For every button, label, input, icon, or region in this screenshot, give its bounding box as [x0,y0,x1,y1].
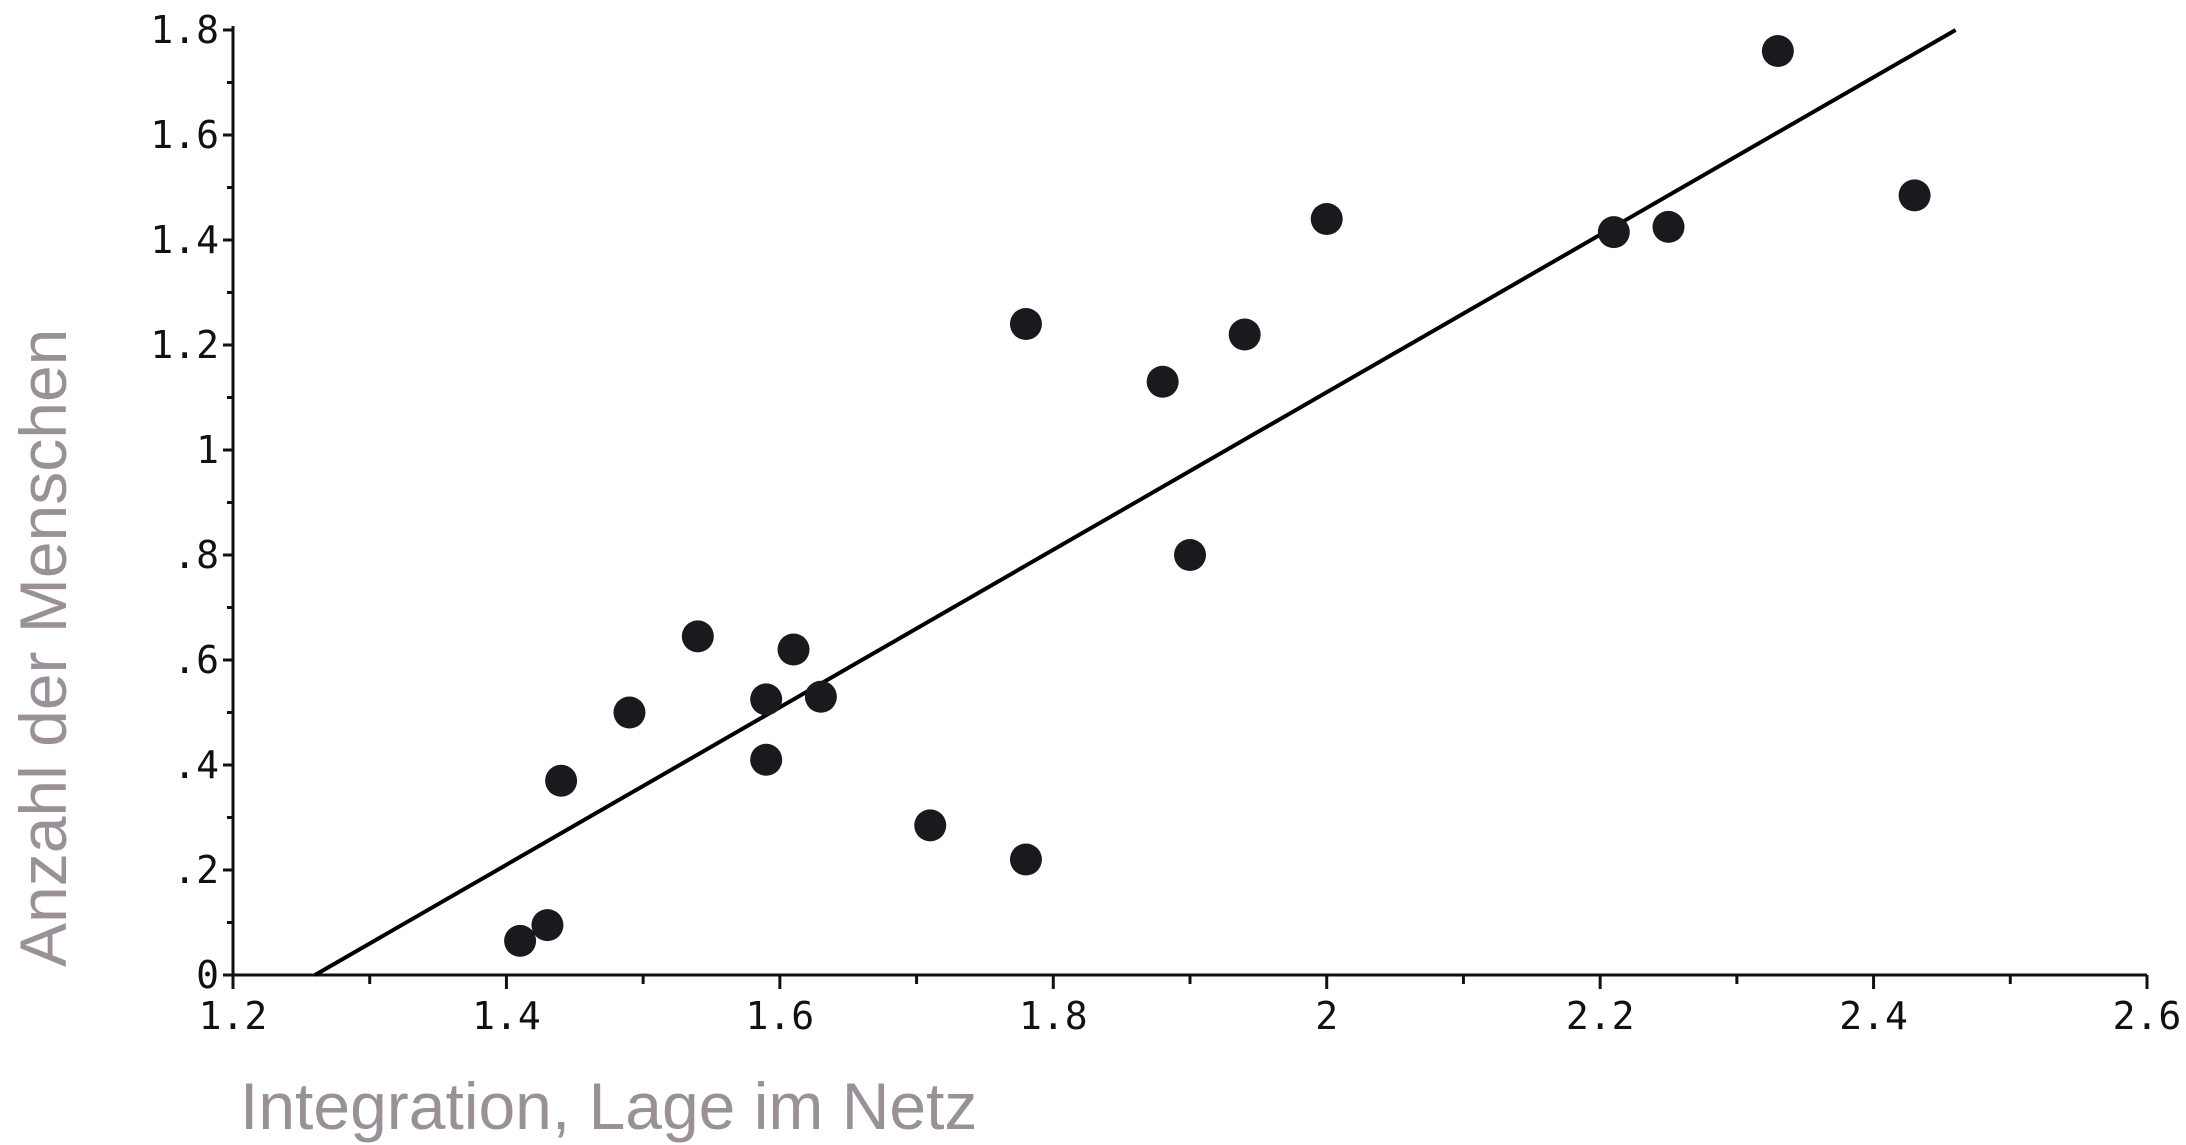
data-point [1597,216,1630,249]
x-tick-label: 1.8 [1019,994,1088,1038]
x-tick-label: 2.2 [1566,994,1635,1038]
y-tick-label: .2 [173,848,219,892]
data-point [531,909,564,942]
x-tick-label: 1.4 [472,994,541,1038]
y-axis-title: Anzahl der Menschen [6,329,80,967]
regression-line [314,28,1957,977]
data-point [1174,539,1206,571]
data-point [613,696,646,729]
data-point [1761,35,1794,67]
data-points [504,35,1931,957]
data-point [914,809,947,842]
data-point [681,620,714,653]
y-tick-label: 1 [196,428,219,472]
data-point [804,680,837,713]
data-point [1228,318,1261,351]
data-point [777,633,810,666]
x-axis-title: Integration, Lage im Netz [240,1069,977,1143]
data-point [504,924,537,957]
data-point [750,683,783,716]
y-tick-label: 1.2 [150,323,219,367]
data-point [545,764,578,797]
data-point [750,743,783,776]
y-axis-ticks: 0 .2 .4 .6 .8 1 1.2 1.4 1.6 1.8 [150,8,233,997]
y-tick-label: .8 [173,533,219,577]
y-tick-label: .4 [173,743,219,787]
x-tick-label: 2 [1315,994,1338,1038]
data-point [1009,308,1042,340]
data-point [1652,210,1685,243]
data-point [1898,179,1931,212]
y-tick-label: 1.4 [150,218,219,262]
data-point [1146,365,1179,398]
y-tick-label: 0 [196,953,219,997]
x-tick-label: 1.2 [199,994,268,1038]
axes [231,26,2147,977]
y-tick-label: 1.6 [150,113,219,157]
y-tick-label: .6 [173,638,219,682]
x-axis-ticks: 1.2 1.4 1.6 1.8 2 2.2 2.4 2.6 [199,975,2182,1038]
x-tick-label: 2.4 [1839,994,1908,1038]
data-point [1310,203,1343,235]
x-tick-label: 1.6 [746,994,815,1038]
x-tick-label: 2.6 [2113,994,2182,1038]
data-point [1009,843,1042,876]
y-tick-label: 1.8 [150,8,219,52]
